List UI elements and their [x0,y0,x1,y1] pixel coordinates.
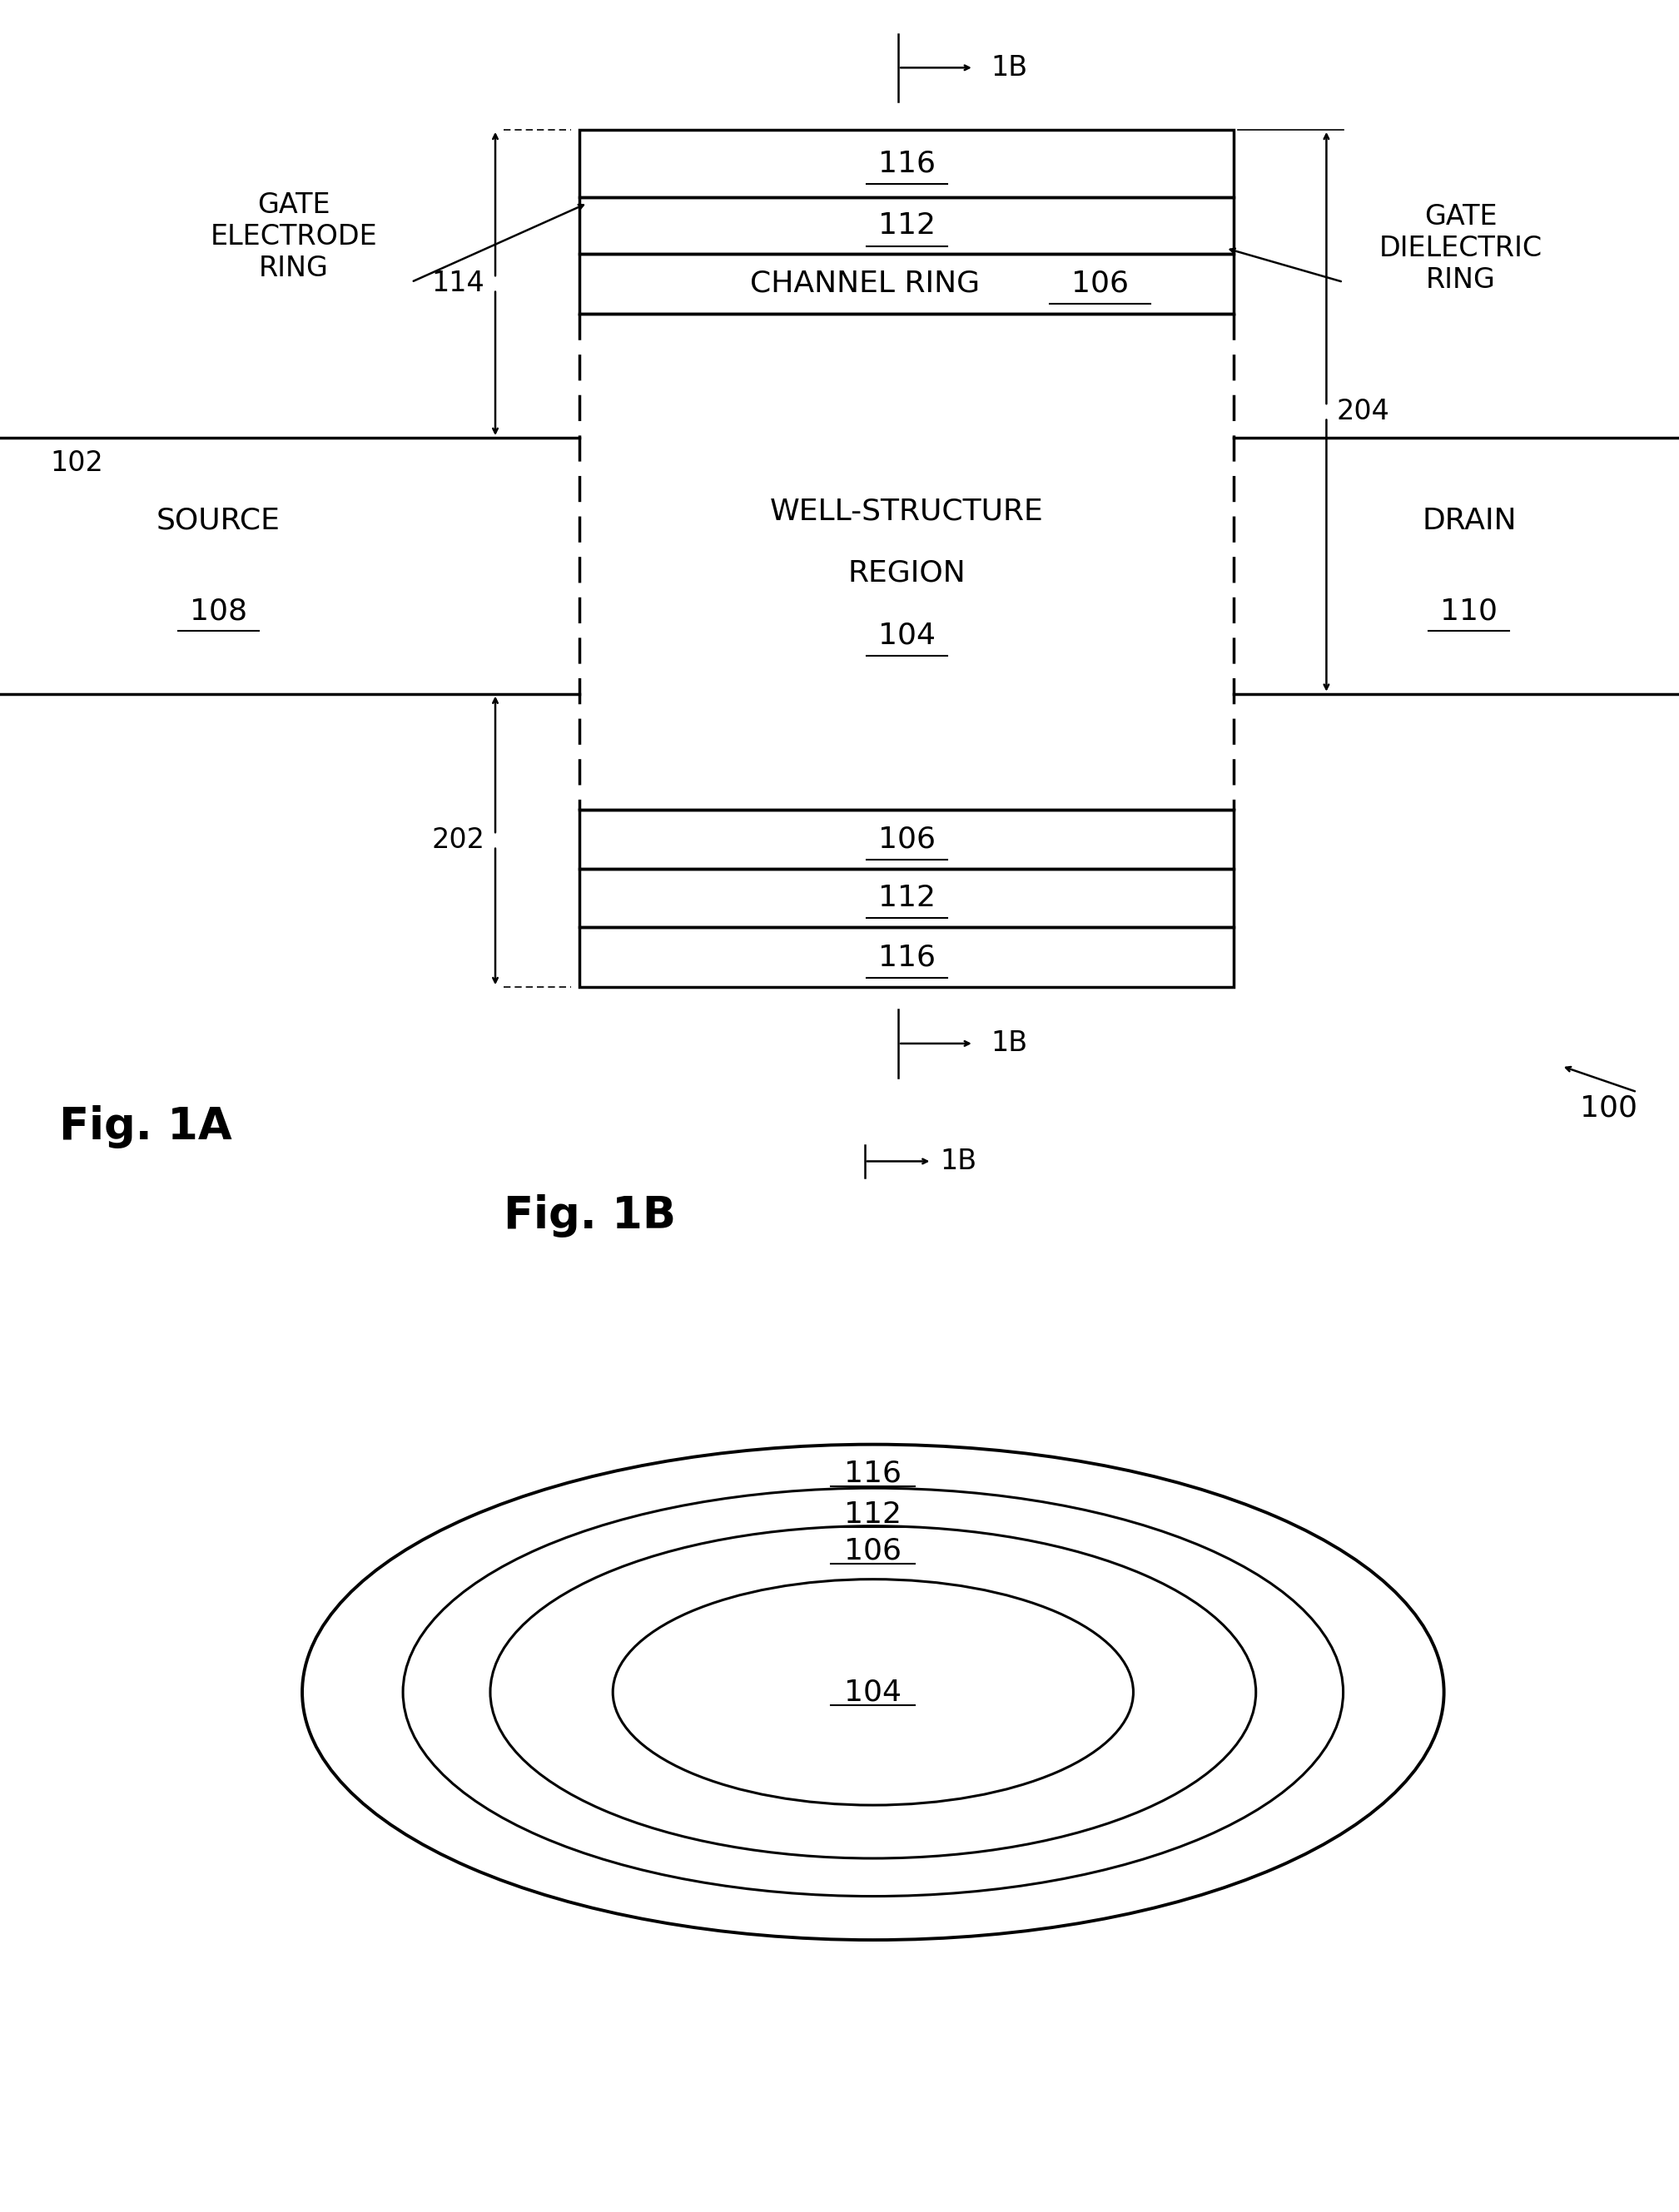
Text: 202: 202 [432,827,485,854]
Text: 114: 114 [432,270,485,296]
Bar [579,869,1234,927]
Bar [579,927,1234,987]
Bar [579,810,1234,869]
Text: 104: 104 [878,622,935,650]
Bar [579,254,1234,314]
Text: GATE
DIELECTRIC
RING: GATE DIELECTRIC RING [1378,204,1543,294]
Text: 116: 116 [845,1460,902,1489]
Text: 1B: 1B [940,1148,977,1175]
Text: Fig. 1A: Fig. 1A [59,1106,232,1148]
Text: SOURCE: SOURCE [156,507,280,535]
Text: DRAIN: DRAIN [1422,507,1516,535]
Text: 102: 102 [50,449,104,476]
Bar [579,197,1234,254]
Text: 106: 106 [845,1537,902,1564]
Text: 116: 116 [878,942,935,971]
Text: WELL-STRUCTURE: WELL-STRUCTURE [771,498,1043,524]
Bar [579,131,1234,197]
Text: 106: 106 [1071,270,1128,299]
Text: GATE
ELECTRODE
RING: GATE ELECTRODE RING [210,192,378,283]
Text: 116: 116 [878,150,935,177]
Text: 112: 112 [878,885,935,911]
Text: CHANNEL RING: CHANNEL RING [751,270,979,299]
Text: 100: 100 [1580,1095,1637,1121]
Text: 108: 108 [190,597,247,626]
Text: REGION: REGION [848,560,965,586]
Text: 112: 112 [878,212,935,239]
Text: 106: 106 [878,825,935,854]
Text: 112: 112 [845,1500,902,1528]
Text: 110: 110 [1441,597,1498,626]
Text: 104: 104 [845,1679,902,1705]
Text: Fig. 1B: Fig. 1B [504,1194,677,1239]
Text: 1B: 1B [991,53,1028,82]
Text: 204: 204 [1336,398,1390,425]
Text: 1B: 1B [991,1031,1028,1057]
